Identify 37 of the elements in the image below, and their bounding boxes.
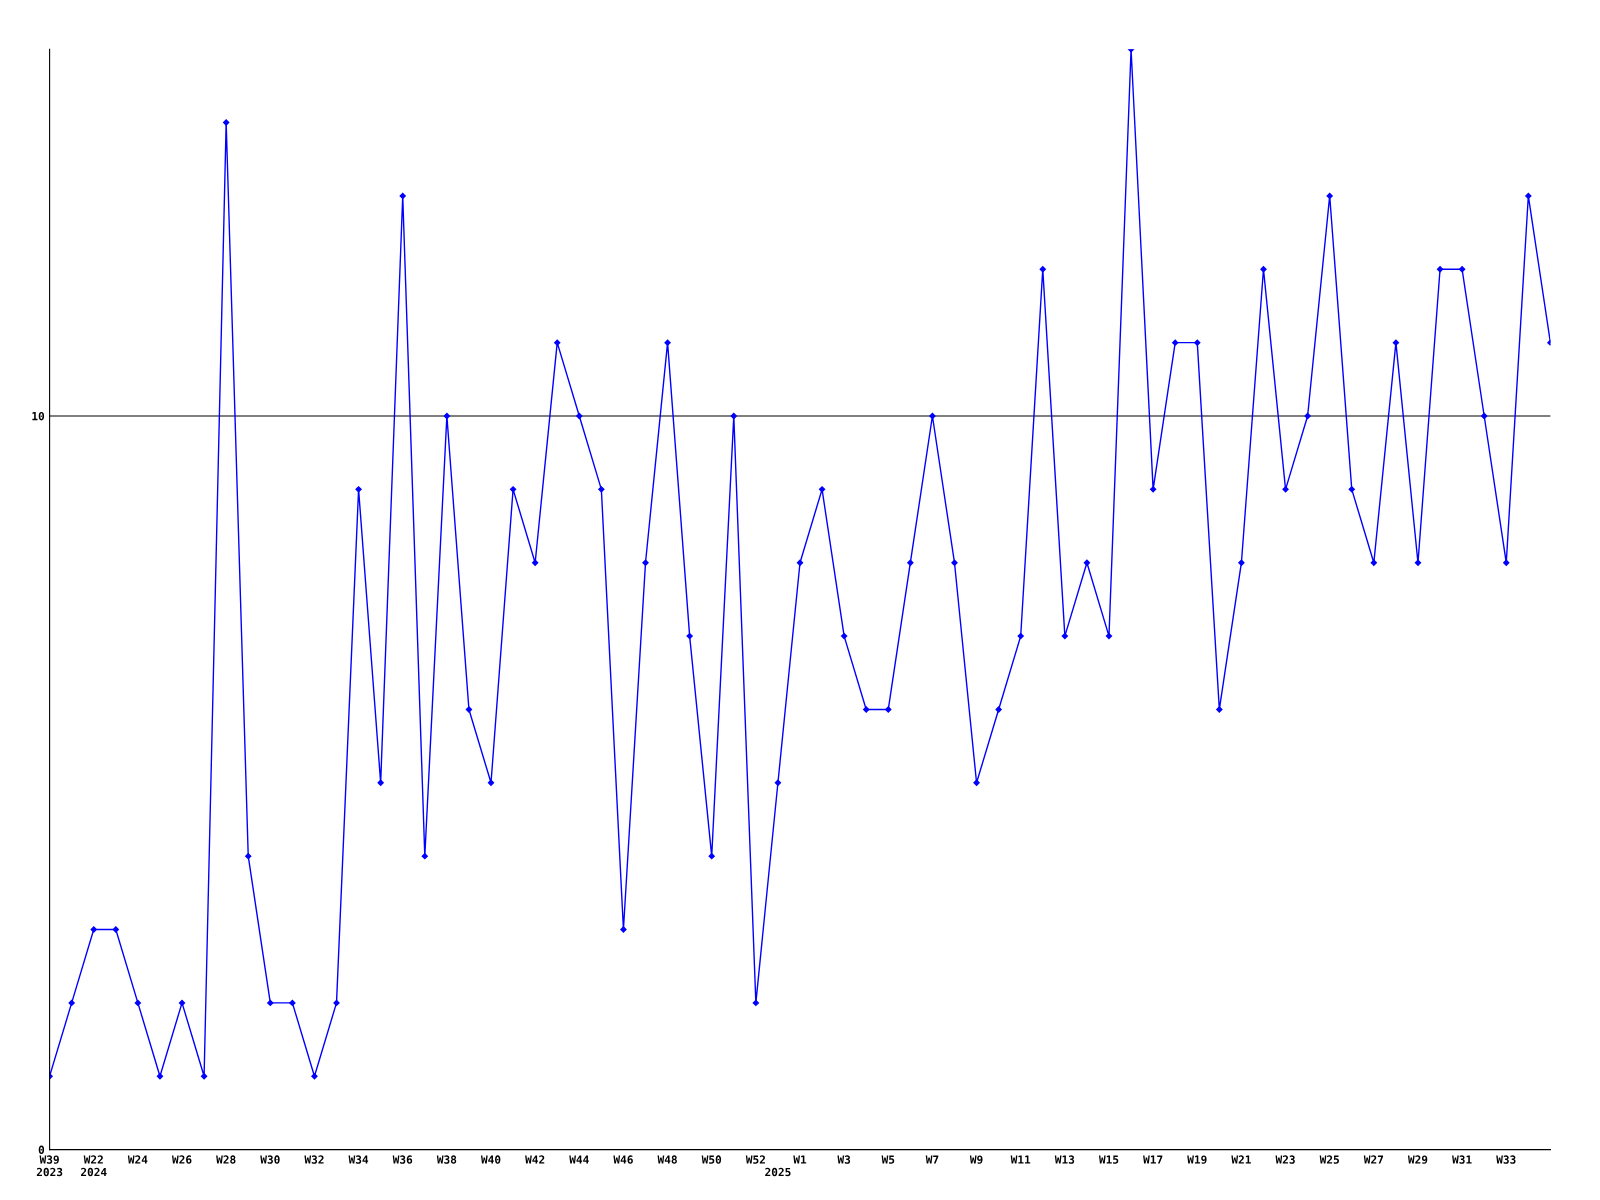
x-tick-label: W7 <box>925 1155 939 1164</box>
x-tick-label: W27 <box>1363 1155 1384 1164</box>
x-tick-label: W19 <box>1187 1155 1207 1164</box>
y-tick-label: 10 <box>32 411 45 421</box>
y-tick-label: 0 <box>38 1145 45 1154</box>
x-tick-label: W30 <box>260 1155 280 1164</box>
x-tick-label: W42 <box>525 1155 545 1164</box>
x-tick-label: W28 <box>216 1155 236 1164</box>
x-tick-label: W13 <box>1054 1155 1075 1164</box>
x-tick-label: W40 <box>480 1155 501 1164</box>
x-tick-label: W29 <box>1407 1155 1428 1164</box>
x-tick-label: W48 <box>657 1155 677 1164</box>
x-tick-label: W36 <box>392 1155 413 1164</box>
x-tick-label: W3 <box>837 1155 851 1164</box>
x-tick-label: W46 <box>613 1155 633 1164</box>
x-tick-label: W17 <box>1143 1155 1163 1164</box>
x-tick-label: W22 2024 <box>80 1155 107 1177</box>
x-tick-label: W26 <box>171 1155 192 1164</box>
x-tick-label: W39 2023 <box>36 1155 63 1177</box>
x-tick-label: W34 <box>348 1155 369 1164</box>
x-tick-label: W31 <box>1452 1155 1472 1164</box>
x-tick-label: W33 <box>1496 1155 1516 1164</box>
x-tick-label: W25 <box>1319 1155 1339 1164</box>
x-tick-label: W24 <box>127 1155 148 1164</box>
x-tick-label: W23 <box>1275 1155 1295 1164</box>
x-tick-label: W9 <box>969 1155 983 1164</box>
x-tick-label: W5 <box>881 1155 895 1164</box>
x-tick-label: W21 <box>1231 1155 1251 1164</box>
x-tick-label: W15 <box>1098 1155 1119 1164</box>
x-tick-label: 2025 <box>765 1167 791 1177</box>
x-tick-label: W38 <box>436 1155 457 1164</box>
x-tick-label: W32 <box>304 1155 324 1164</box>
x-tick-label: W50 <box>701 1155 722 1164</box>
x-tick-label: W52 <box>745 1155 765 1164</box>
x-tick-label: W1 <box>793 1155 807 1164</box>
x-tick-label: W11 <box>1010 1155 1031 1164</box>
x-tick-label: W44 <box>569 1155 589 1164</box>
